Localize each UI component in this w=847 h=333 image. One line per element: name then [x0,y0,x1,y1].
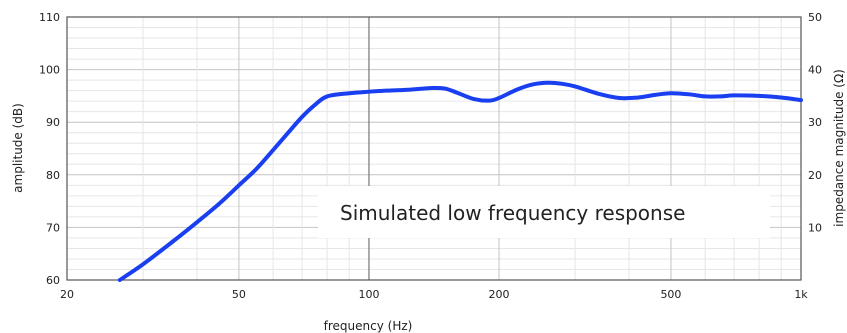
y-tick-label: 80 [46,169,60,182]
y2-tick-label: 40 [808,64,822,77]
x-axis-title: frequency (Hz) [324,319,413,333]
x-tick-label: 50 [232,288,246,301]
x-tick-label: 1k [794,288,808,301]
y-tick-label: 110 [39,11,60,24]
x-tick-labels: 20 50 100 200 500 1k [60,288,808,301]
plot-frame [66,16,802,281]
y-tick-labels: 60 70 80 90 100 110 [39,11,60,287]
y-tick-label: 60 [46,274,60,287]
y-tick-label: 70 [46,221,60,234]
annotation-background [318,186,770,238]
series-layer [117,80,803,282]
y2-axis-title: impedance magnitude (Ω) [832,69,846,227]
y2-tick-label: 50 [808,11,822,24]
y-tick-label: 90 [46,116,60,129]
series-line [117,80,803,282]
y-axis-title: amplitude (dB) [11,103,25,193]
y2-tick-label: 30 [808,116,822,129]
y-tick-label: 100 [39,64,60,77]
x-tick-label: 500 [660,288,681,301]
x-tick-label: 100 [358,288,379,301]
chart-annotation: Simulated low frequency response [340,201,685,225]
x-tick-label: 200 [489,288,510,301]
y2-tick-labels: 10 20 30 40 50 [808,11,822,234]
x-tick-label: 20 [60,288,74,301]
y2-tick-label: 10 [808,221,822,234]
y2-tick-label: 20 [808,169,822,182]
